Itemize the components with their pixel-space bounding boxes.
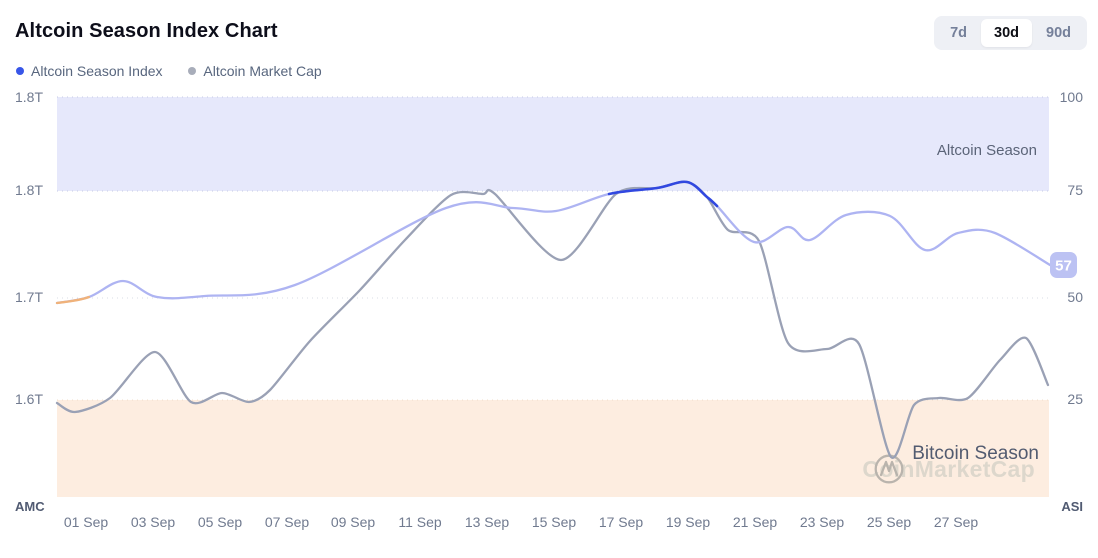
svg-text:15 Sep: 15 Sep (532, 514, 577, 530)
svg-text:21 Sep: 21 Sep (733, 514, 778, 530)
svg-text:1.8T: 1.8T (15, 89, 43, 105)
svg-text:11 Sep: 11 Sep (398, 514, 442, 530)
svg-text:19 Sep: 19 Sep (666, 514, 711, 530)
svg-text:01 Sep: 01 Sep (64, 514, 109, 530)
svg-text:57: 57 (1055, 258, 1072, 275)
svg-text:05 Sep: 05 Sep (198, 514, 243, 530)
svg-text:25: 25 (1067, 391, 1083, 407)
svg-text:17 Sep: 17 Sep (599, 514, 644, 530)
svg-text:03 Sep: 03 Sep (131, 514, 176, 530)
svg-text:75: 75 (1067, 182, 1083, 198)
svg-text:13 Sep: 13 Sep (465, 514, 510, 530)
svg-text:AMC: AMC (15, 499, 45, 514)
svg-text:1.6T: 1.6T (15, 391, 43, 407)
svg-text:Altcoin Season: Altcoin Season (937, 142, 1037, 159)
svg-text:25 Sep: 25 Sep (867, 514, 912, 530)
svg-text:50: 50 (1067, 289, 1083, 305)
svg-text:27 Sep: 27 Sep (934, 514, 979, 530)
svg-text:ASI: ASI (1061, 499, 1083, 514)
svg-text:07 Sep: 07 Sep (265, 514, 310, 530)
svg-text:100: 100 (1060, 89, 1084, 105)
svg-text:23 Sep: 23 Sep (800, 514, 845, 530)
svg-text:1.8T: 1.8T (15, 182, 43, 198)
svg-text:09 Sep: 09 Sep (331, 514, 376, 530)
svg-text:1.7T: 1.7T (15, 289, 43, 305)
